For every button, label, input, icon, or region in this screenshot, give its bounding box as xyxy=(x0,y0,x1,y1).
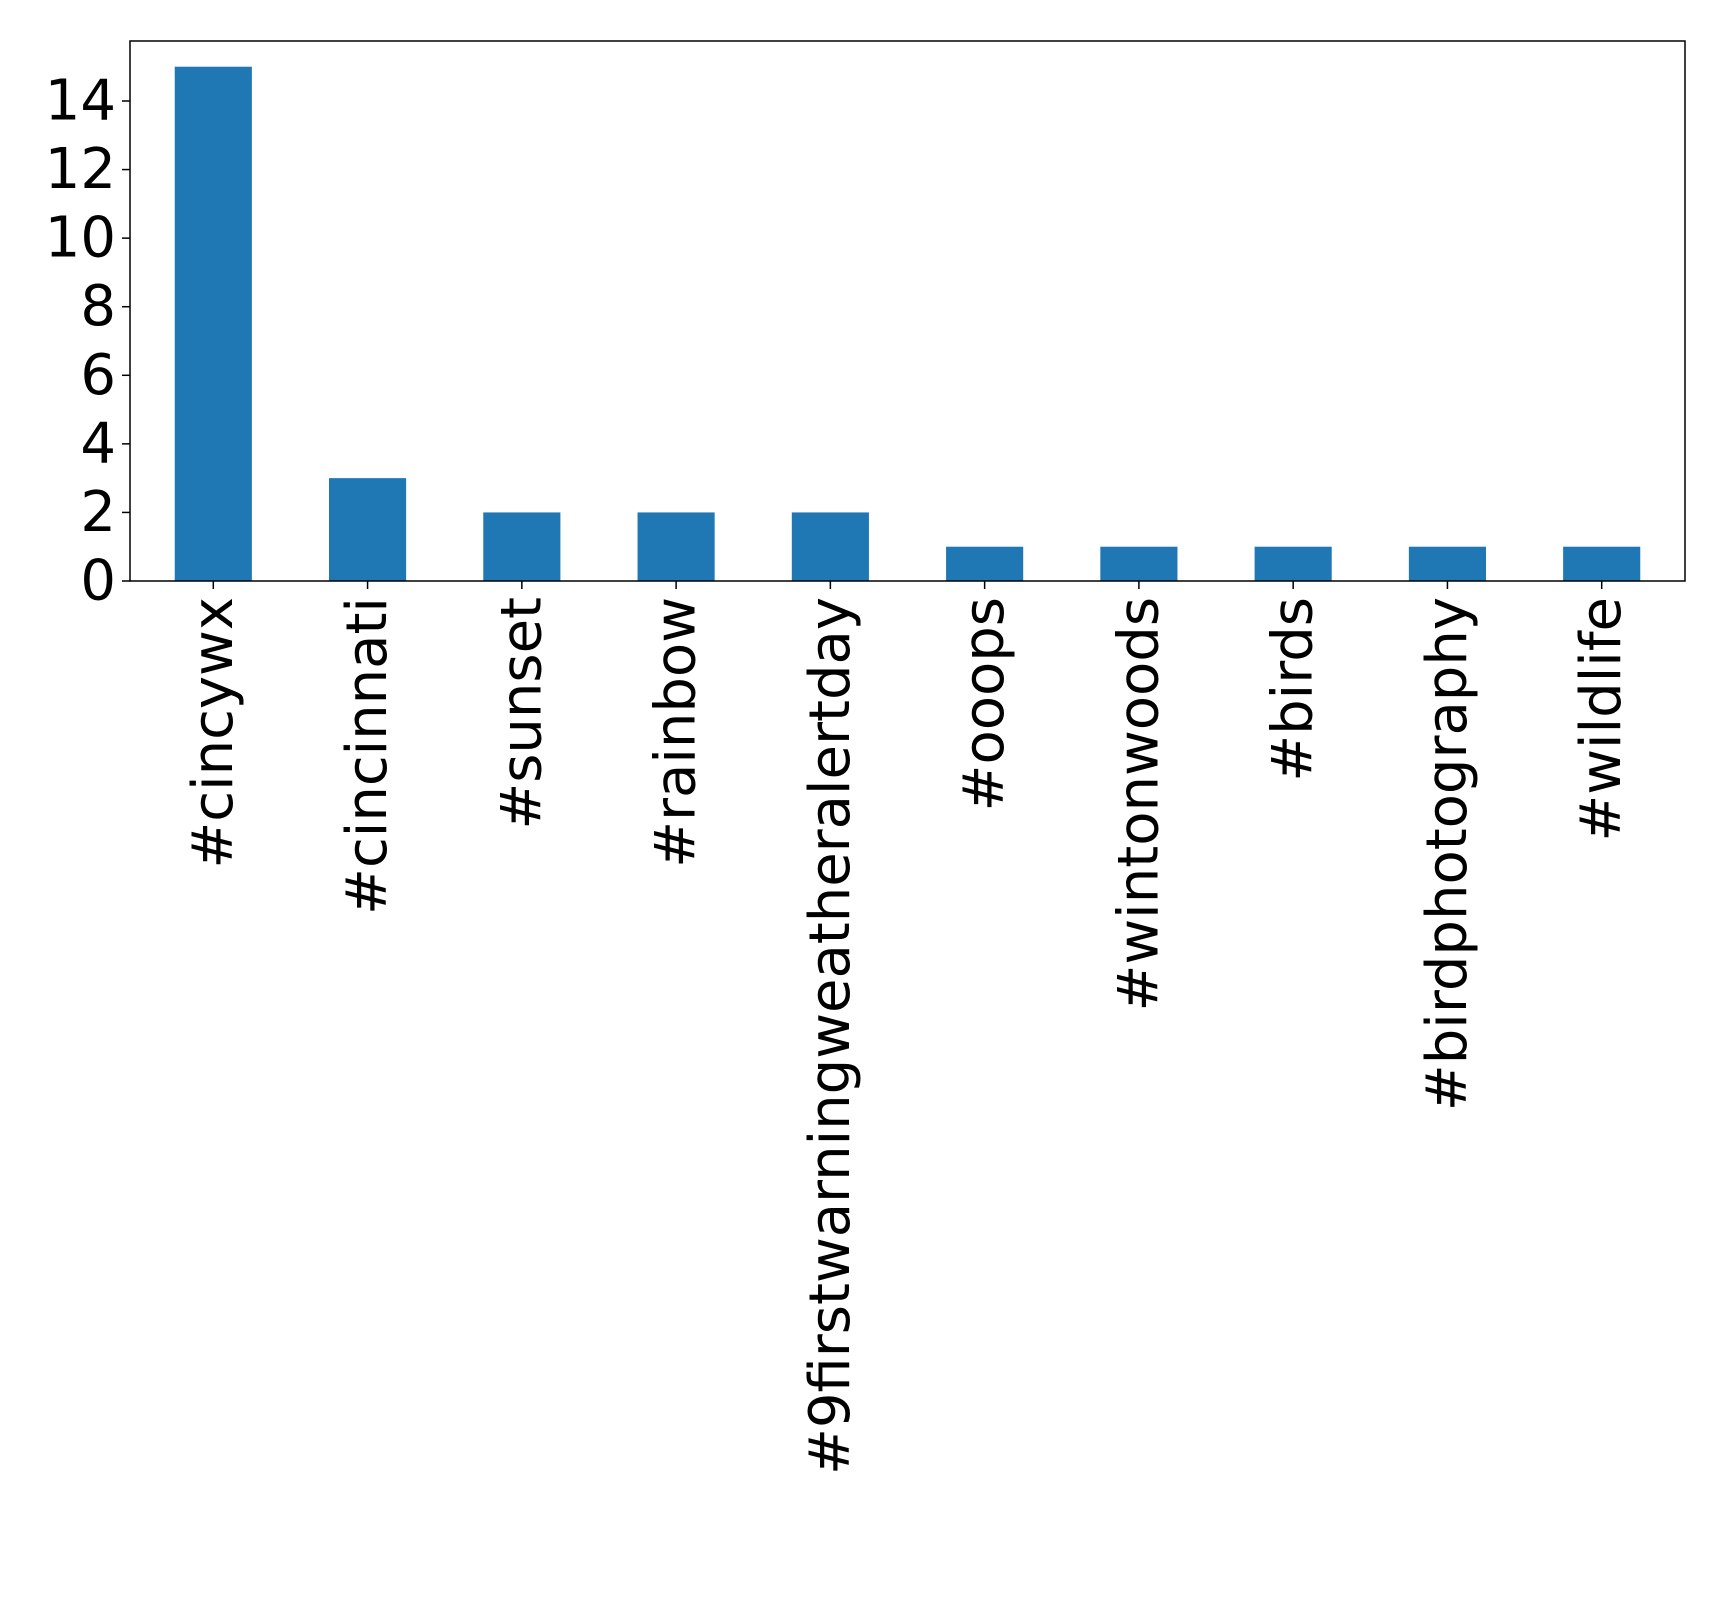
bar-rainbow xyxy=(637,512,715,581)
y-tick-label: 0 xyxy=(80,549,116,614)
x-axis: #cincywx #cincinnati #sunset #rainbow #9firs… xyxy=(181,581,1634,1475)
bar-cincywx xyxy=(174,66,252,581)
x-tick-label: #rainbow xyxy=(644,597,709,868)
x-tick-label: #sunset xyxy=(489,597,554,830)
y-tick-label: 2 xyxy=(80,480,116,545)
x-tick-label: #wintonwoods xyxy=(1106,597,1171,1012)
y-tick-label: 6 xyxy=(80,343,116,408)
y-tick-label: 12 xyxy=(45,137,116,202)
y-tick-label: 4 xyxy=(80,411,116,476)
x-tick-label: #birds xyxy=(1261,597,1326,782)
bar-birdphotography xyxy=(1408,546,1486,581)
y-tick-label: 14 xyxy=(45,69,116,134)
plot-frame xyxy=(129,40,1686,582)
bar-birds xyxy=(1254,546,1332,581)
x-tick-label: #wildlife xyxy=(1569,597,1634,842)
y-tick-label: 8 xyxy=(80,274,116,339)
x-tick-label: #birdphotography xyxy=(1415,597,1480,1111)
x-tick-label: #cincinnati xyxy=(335,597,400,915)
bar-sunset xyxy=(483,512,561,581)
bar-9firstwarningweatheralertday xyxy=(791,512,869,581)
bar-wintonwoods xyxy=(1100,546,1178,581)
bar-ooops xyxy=(946,546,1024,581)
bar-cincinnati xyxy=(329,478,407,581)
x-tick-label: #cincywx xyxy=(181,597,246,869)
x-tick-label: #ooops xyxy=(952,597,1017,811)
y-tick-label: 10 xyxy=(45,206,116,271)
x-tick-label: #9firstwarningweatheralertday xyxy=(798,597,863,1475)
bars-layer xyxy=(174,66,1641,581)
bar-wildlife xyxy=(1563,546,1641,581)
